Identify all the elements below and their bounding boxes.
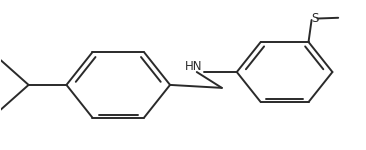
Text: HN: HN	[184, 60, 202, 73]
Text: S: S	[311, 12, 318, 25]
